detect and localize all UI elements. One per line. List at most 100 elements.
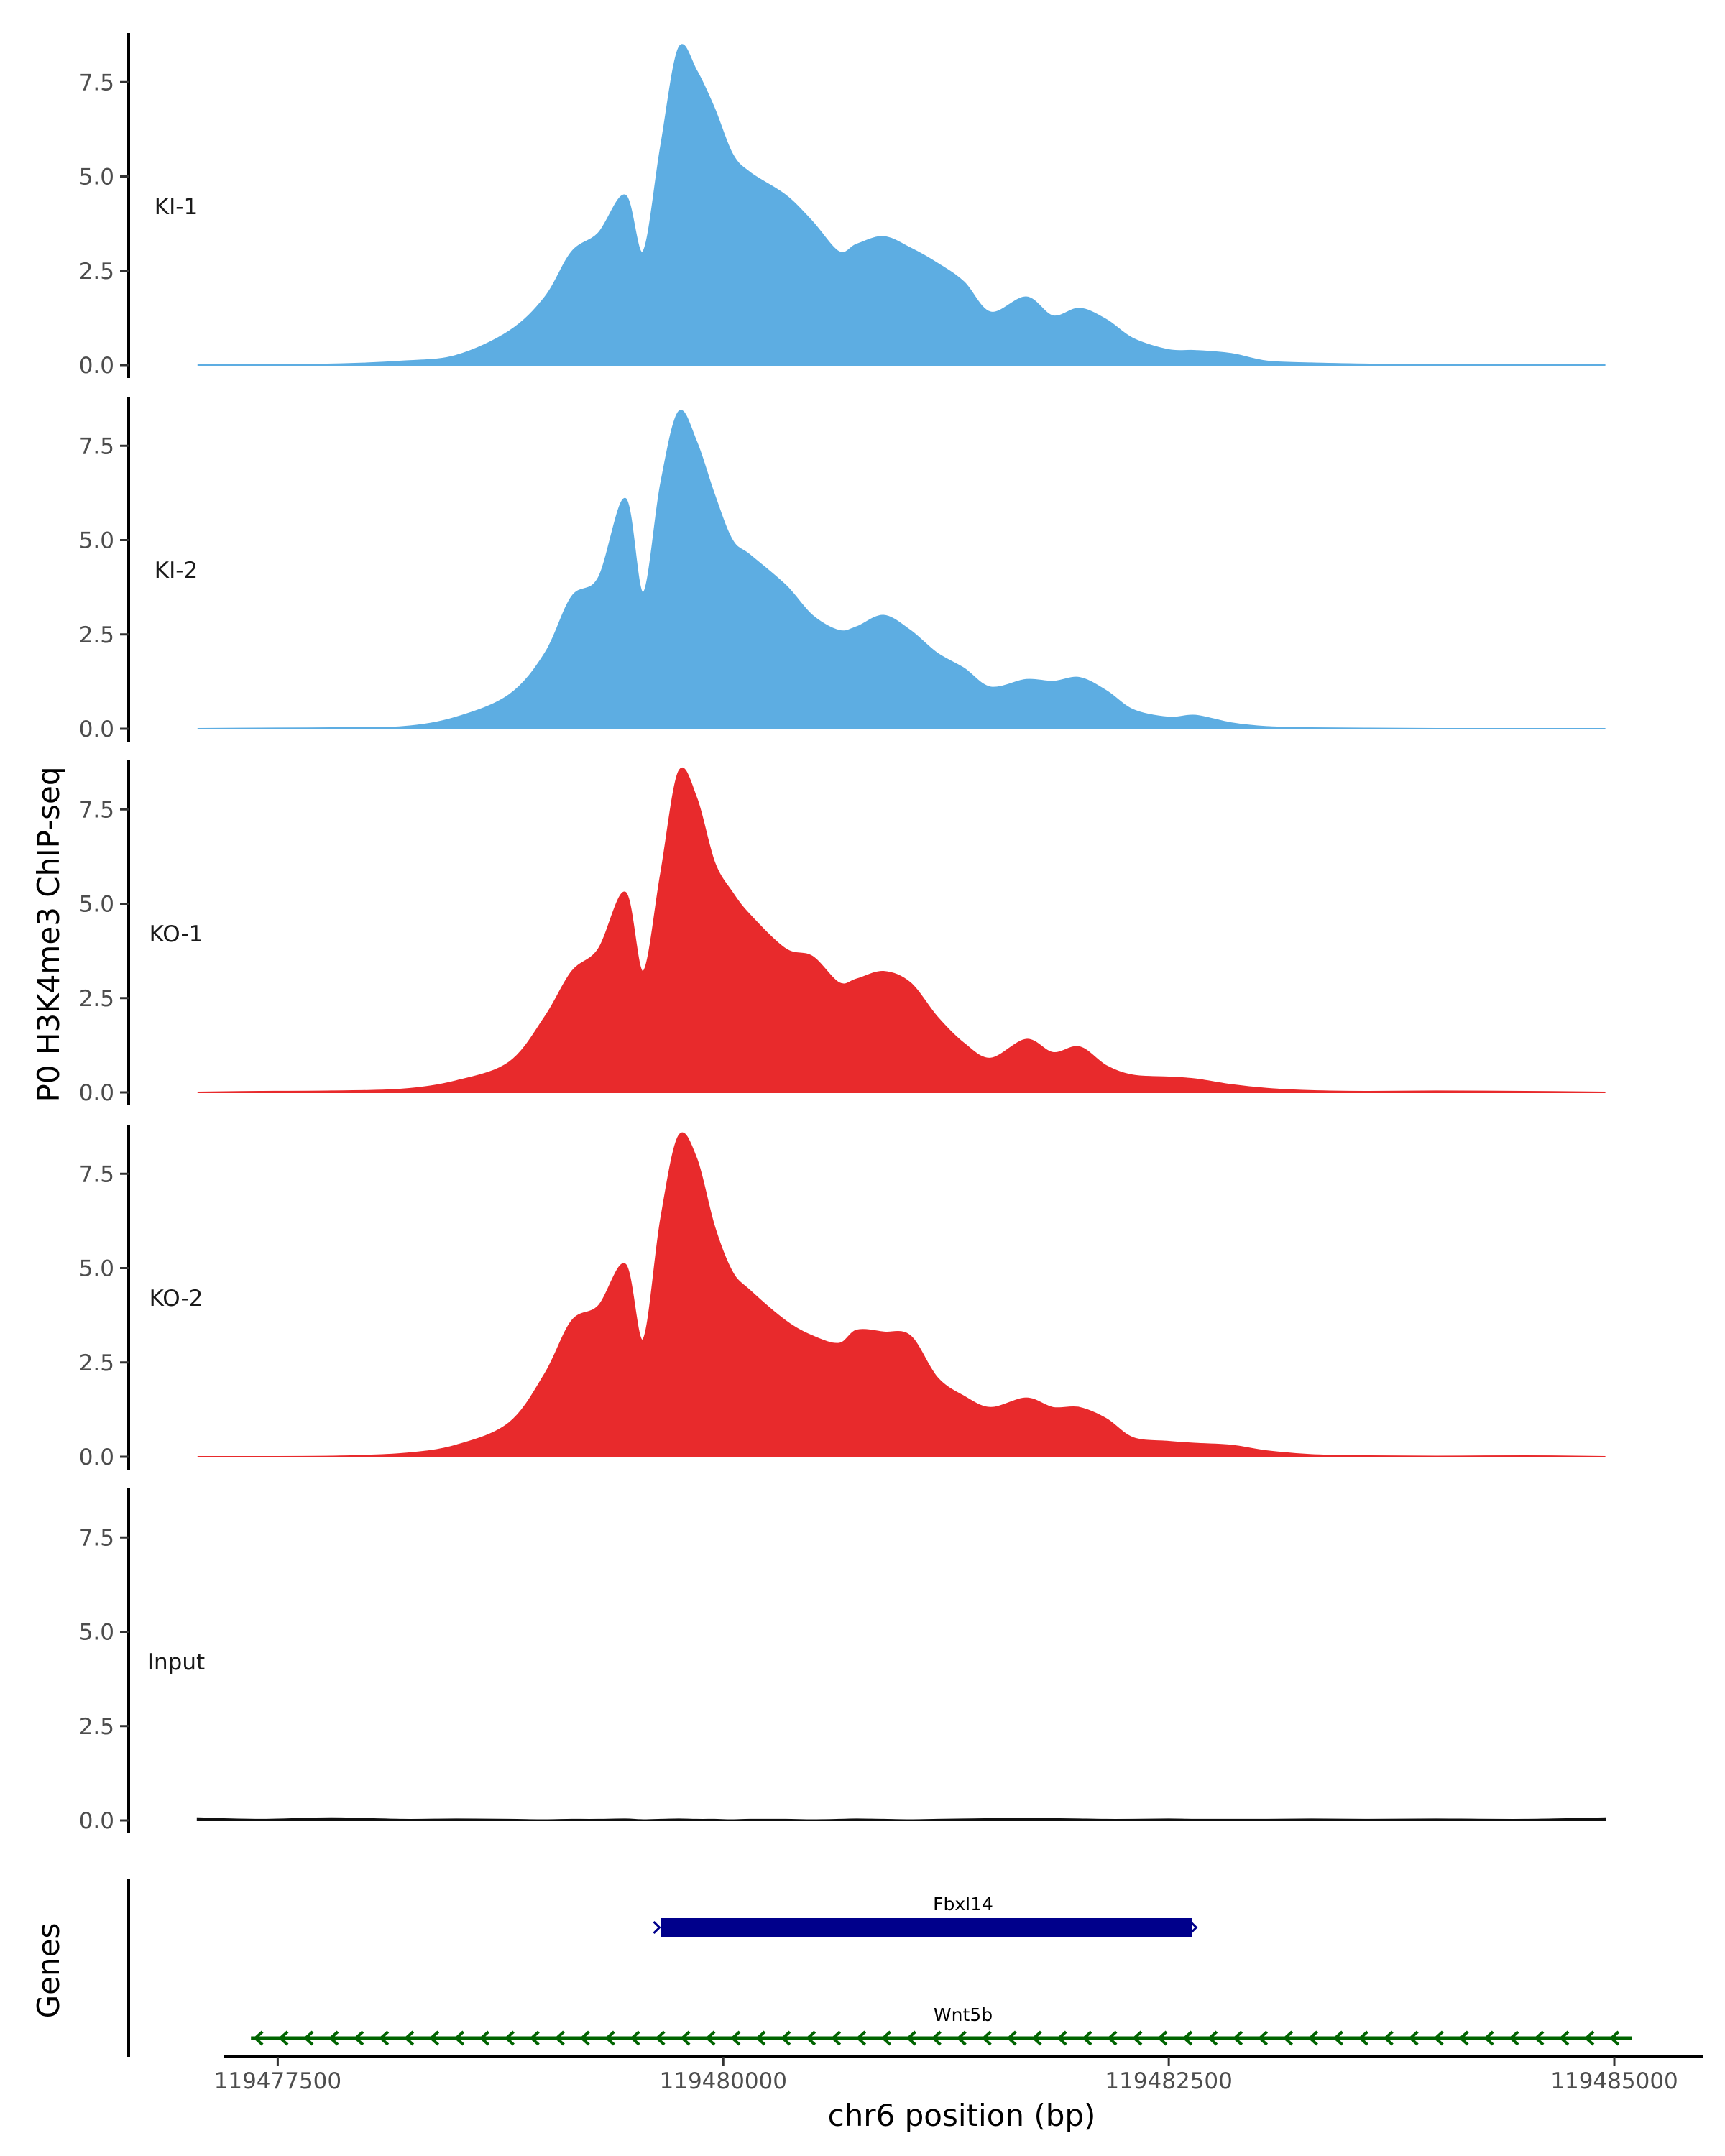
strand-arrow [303, 2030, 314, 2046]
strand-arrow [579, 2030, 590, 2046]
strand-arrow [378, 2030, 390, 2046]
strand-arrow [253, 2030, 264, 2046]
y-tick-label: 7.5 [79, 1525, 114, 1551]
coverage-tracks: 0.0 2.5 5.0 7.5 KI-1 0.0 2.5 5.0 7.5 KI-2 0.0 2.5 5.… [79, 33, 1606, 1834]
series-area-ko-1 [197, 767, 1606, 1093]
strand-arrow [1458, 2030, 1469, 2046]
strand-arrow [805, 2030, 816, 2046]
strand-arrow [1182, 2030, 1193, 2046]
y-tick-label: 5.0 [79, 892, 114, 918]
strand-arrow [504, 2030, 515, 2046]
x-axis-title: chr6 position (bp) [828, 2098, 1096, 2133]
strand-arrow [981, 2030, 992, 2046]
strand-arrow [278, 2030, 289, 2046]
track-ki-1: 0.0 2.5 5.0 7.5 KI-1 [79, 33, 1606, 379]
y-tick-label: 2.5 [79, 1350, 114, 1376]
strand-arrow [479, 2030, 489, 2046]
strand-arrow [1408, 2030, 1419, 2046]
track-ko-1: 0.0 2.5 5.0 7.5 KO-1 [79, 760, 1606, 1106]
genes-axis-title: Genes [31, 1923, 66, 2019]
strand-arrow [755, 2030, 766, 2046]
track-label: KO-1 [150, 921, 203, 947]
strand-arrow [1609, 2030, 1620, 2046]
y-tick-label: 0.0 [79, 717, 114, 742]
strand-arrow [1509, 2030, 1519, 2046]
strand-arrow [1257, 2030, 1269, 2046]
strand-arrow [529, 2030, 540, 2046]
y-tick-label: 5.0 [79, 165, 114, 190]
strand-arrow [428, 2030, 440, 2046]
strand-arrow [956, 2030, 967, 2046]
strand-arrow [554, 2030, 565, 2046]
strand-arrow [680, 2030, 691, 2046]
strand-arrow [1282, 2030, 1294, 2046]
track-ko-2: 0.0 2.5 5.0 7.5 KO-2 [79, 1125, 1606, 1470]
y-tick-label: 5.0 [79, 1620, 114, 1646]
track-label: KO-2 [150, 1286, 203, 1312]
strand-arrow [1534, 2030, 1545, 2046]
series-area-ki-1 [197, 44, 1606, 367]
track-label: KI-2 [155, 558, 198, 584]
y-tick-label: 0.0 [79, 1080, 114, 1106]
strand-arrow [1307, 2030, 1318, 2046]
strand-arrow [1107, 2030, 1118, 2046]
strand-arrow [1082, 2030, 1092, 2046]
x-tick-label: 119477500 [214, 2068, 342, 2094]
strand-arrow [1358, 2030, 1368, 2046]
strand-arrow [604, 2030, 615, 2046]
x-tick-label: 119485000 [1550, 2068, 1678, 2094]
series-area-ko-2 [197, 1132, 1606, 1458]
track-ki-2: 0.0 2.5 5.0 7.5 KI-2 [79, 397, 1606, 742]
strand-arrow [454, 2030, 465, 2046]
y-tick-label: 0.0 [79, 353, 114, 379]
strand-arrow [906, 2030, 916, 2046]
y-tick-label: 0.0 [79, 1445, 114, 1470]
y-tick-label: 5.0 [79, 528, 114, 554]
gene-fbxl14: Fbxl14 [653, 1894, 1198, 1937]
strand-arrow [880, 2030, 891, 2046]
track-input: 0.0 2.5 5.0 7.5 Input [79, 1488, 1606, 1834]
strand-arrow [1232, 2030, 1243, 2046]
track-label: Input [147, 1649, 205, 1675]
strand-arrow [730, 2030, 741, 2046]
strand-arrow [705, 2030, 716, 2046]
strand-arrow [1583, 2030, 1595, 2046]
x-tick-label: 119480000 [660, 2068, 788, 2094]
strand-arrow [931, 2030, 942, 2046]
y-tick-label: 7.5 [79, 433, 114, 459]
strand-arrow [403, 2030, 415, 2046]
strand-arrow [1190, 1920, 1198, 1935]
strand-arrow [353, 2030, 364, 2046]
y-tick-label: 0.0 [79, 1808, 114, 1834]
strand-arrow [1031, 2030, 1042, 2046]
gene-body [661, 1918, 1192, 1937]
strand-arrow [1484, 2030, 1494, 2046]
gene-track: Fbxl14 Wnt5b [127, 1879, 1632, 2057]
strand-arrow [653, 1920, 661, 1935]
strand-arrow [1207, 2030, 1218, 2046]
y-tick-label: 7.5 [79, 70, 114, 96]
strand-arrow [630, 2030, 640, 2046]
gene-label: Fbxl14 [933, 1894, 993, 1915]
y-tick-label: 2.5 [79, 1714, 114, 1740]
strand-arrow [655, 2030, 666, 2046]
series-area-ki-2 [197, 410, 1606, 730]
y-tick-label: 2.5 [79, 622, 114, 648]
strand-arrow [1132, 2030, 1143, 2046]
strand-arrow [1383, 2030, 1394, 2046]
strand-arrow [1156, 2030, 1168, 2046]
strand-arrow [855, 2030, 867, 2046]
strand-arrow [1559, 2030, 1570, 2046]
strand-arrow [1433, 2030, 1444, 2046]
x-tick-label: 119482500 [1105, 2068, 1233, 2094]
y-axis-title: P0 H3K4me3 ChIP-seq [31, 766, 66, 1102]
y-tick-label: 2.5 [79, 986, 114, 1012]
y-tick-label: 7.5 [79, 797, 114, 823]
strand-arrow [1057, 2030, 1067, 2046]
gene-wnt5b: Wnt5b [251, 2004, 1632, 2046]
strand-arrow [328, 2030, 339, 2046]
strand-arrow [830, 2030, 842, 2046]
series-area-input [196, 1817, 1606, 1821]
strand-arrow [1006, 2030, 1017, 2046]
